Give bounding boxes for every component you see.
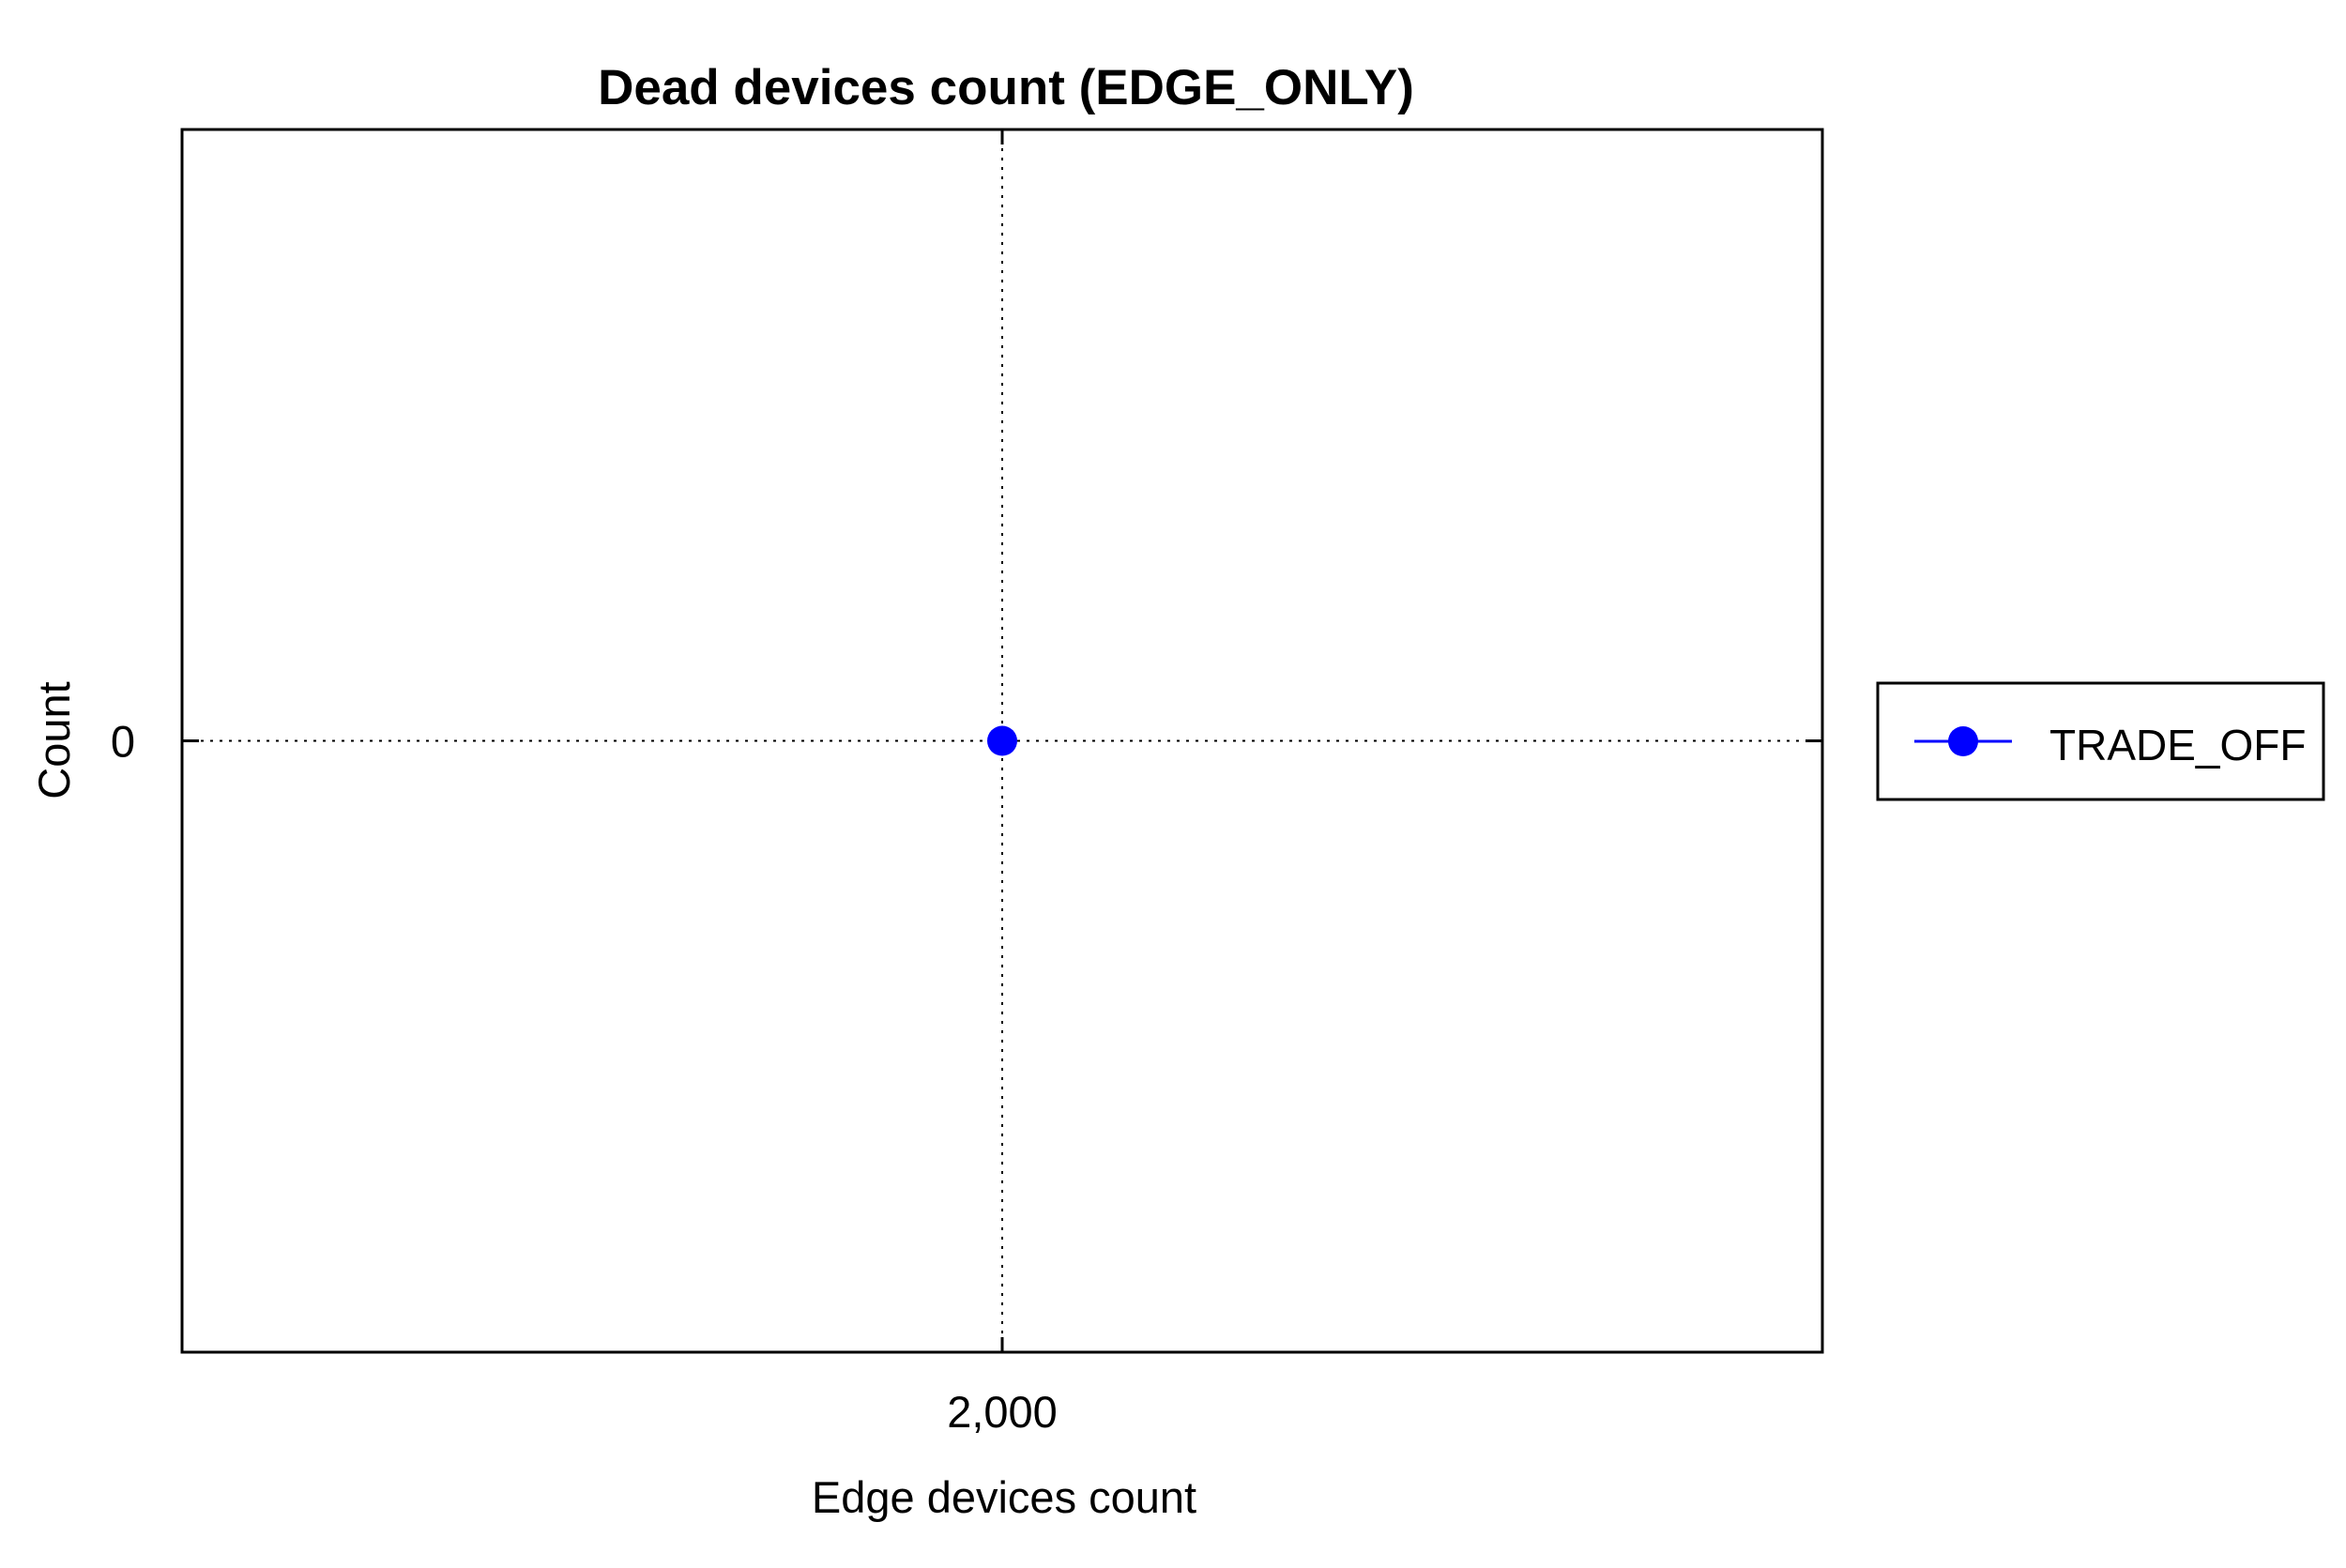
chart-title: Dead devices count (EDGE_ONLY): [598, 60, 1414, 115]
x-axis-label: Edge devices count: [812, 1472, 1196, 1522]
y-tick-label: 0: [111, 717, 135, 767]
x-tick-label: 2,000: [947, 1387, 1058, 1437]
legend-marker-icon: [1948, 726, 1978, 756]
y-axis-label: Count: [29, 681, 79, 799]
data-point: [987, 725, 1017, 756]
axis-ticks: 2,000 0: [111, 129, 1822, 1437]
legend-label: TRADE_OFF: [2049, 721, 2306, 769]
series-layer: [987, 725, 1017, 756]
legend: TRADE_OFF: [1876, 681, 2325, 801]
